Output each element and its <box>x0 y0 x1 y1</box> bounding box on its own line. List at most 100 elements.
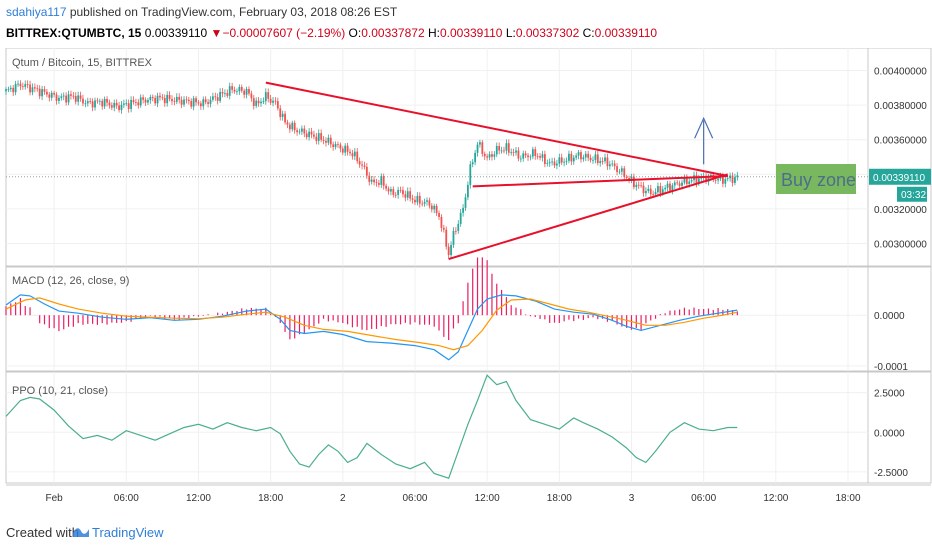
candle-body <box>303 128 306 134</box>
candle-body <box>346 145 349 152</box>
candle-body <box>370 179 373 182</box>
author-link[interactable]: sdahiya117 <box>6 5 67 19</box>
candle-body <box>584 153 587 158</box>
trendline-0[interactable] <box>265 81 728 178</box>
chart-canvas[interactable]: Feb 06:00 12:00 18:00 2 06:00 12:00 18:00 3 06:00… <box>0 48 932 518</box>
candle-body <box>457 223 460 231</box>
candle-body <box>214 96 217 98</box>
candle-body <box>180 99 183 105</box>
candle-body <box>529 156 532 158</box>
price-tick-label-0: 0.00400000 <box>874 66 927 77</box>
candle-body <box>243 90 246 95</box>
candle-body <box>471 162 474 165</box>
candle-body <box>654 192 657 195</box>
candle-body <box>224 93 226 94</box>
candle-body <box>365 166 368 176</box>
change-value: −0.00007607 (−2.19%) <box>222 26 346 40</box>
candle-body <box>729 175 732 179</box>
candle-body <box>103 98 106 107</box>
macd-signal-line <box>5 297 738 351</box>
candle-body <box>94 100 96 108</box>
open-label: O: <box>348 26 362 40</box>
tradingview-logo-icon[interactable] <box>72 523 90 541</box>
candle-body <box>127 103 130 109</box>
candle-body <box>515 150 517 153</box>
candle-body <box>705 176 707 182</box>
candle-body <box>130 99 132 109</box>
candle-body <box>688 181 691 185</box>
x-tick-label-10: 12:00 <box>763 493 788 504</box>
candle-body <box>548 162 551 164</box>
candle-body <box>373 179 375 183</box>
candle-body <box>173 101 176 102</box>
candle-body <box>596 154 599 164</box>
countdown-label: 03:32 <box>901 190 926 201</box>
candle-body <box>21 86 24 88</box>
candle-body <box>267 92 270 99</box>
candle-body <box>568 153 570 161</box>
candle-body <box>341 148 344 153</box>
candle-body <box>190 100 193 107</box>
candle-body <box>592 159 594 161</box>
candle-body <box>144 99 147 103</box>
candle-body <box>361 164 363 166</box>
candle-body <box>72 95 75 97</box>
candle-body <box>695 175 698 184</box>
candle-body <box>296 130 298 133</box>
candle-body <box>440 216 443 228</box>
candle-body <box>5 89 7 92</box>
buy-zone-box[interactable] <box>776 164 856 194</box>
candle-body <box>233 89 236 92</box>
x-tick-label-6: 12:00 <box>475 493 500 504</box>
candle-body <box>645 191 647 194</box>
candle-body <box>159 95 161 98</box>
candle-body <box>406 191 409 198</box>
candle-body <box>734 177 736 183</box>
candle-body <box>281 113 284 118</box>
candle-body <box>55 94 58 101</box>
candle-body <box>476 144 479 153</box>
candle-body <box>135 102 137 103</box>
candle-body <box>560 157 563 163</box>
candle-body <box>678 183 681 186</box>
candle-body <box>276 101 279 109</box>
candle-body <box>288 124 291 130</box>
candle-body <box>62 95 65 97</box>
candle-body <box>685 177 688 185</box>
candle-body <box>608 164 611 167</box>
candle-body <box>462 207 464 213</box>
trendline-2[interactable] <box>472 175 728 188</box>
candle-body <box>524 153 527 156</box>
candle-body <box>272 100 274 103</box>
candle-body <box>142 97 145 100</box>
candle-body <box>669 183 671 191</box>
candle-body <box>313 134 315 137</box>
candle-body <box>269 98 272 103</box>
candle-body <box>495 145 498 155</box>
macd-line <box>5 294 738 361</box>
tradingview-brand[interactable]: TradingView <box>92 525 164 540</box>
candle-body <box>628 178 630 180</box>
candle-body <box>620 168 623 172</box>
candle-body <box>435 205 438 214</box>
candle-body <box>433 205 436 210</box>
candle-body <box>563 161 566 163</box>
low-value: 0.00337302 <box>515 26 580 40</box>
trendline-1[interactable] <box>448 173 729 261</box>
price-tick-label-2: 0.00360000 <box>874 136 927 147</box>
candle-body <box>469 164 472 185</box>
candle-body <box>553 161 556 166</box>
candle-body <box>82 98 84 104</box>
candle-body <box>48 94 51 98</box>
up-arrow-head-icon[interactable] <box>694 116 714 139</box>
candle-body <box>255 100 258 106</box>
candle-body <box>120 104 123 111</box>
candle-body <box>587 153 590 158</box>
candle-body <box>375 182 378 183</box>
candle-body <box>166 94 169 104</box>
candle-body <box>690 180 693 182</box>
candle-body <box>26 84 29 85</box>
candle-body <box>416 195 419 203</box>
macd-pane-title: MACD (12, 26, close, 9) <box>12 275 129 287</box>
candle-body <box>459 212 462 224</box>
